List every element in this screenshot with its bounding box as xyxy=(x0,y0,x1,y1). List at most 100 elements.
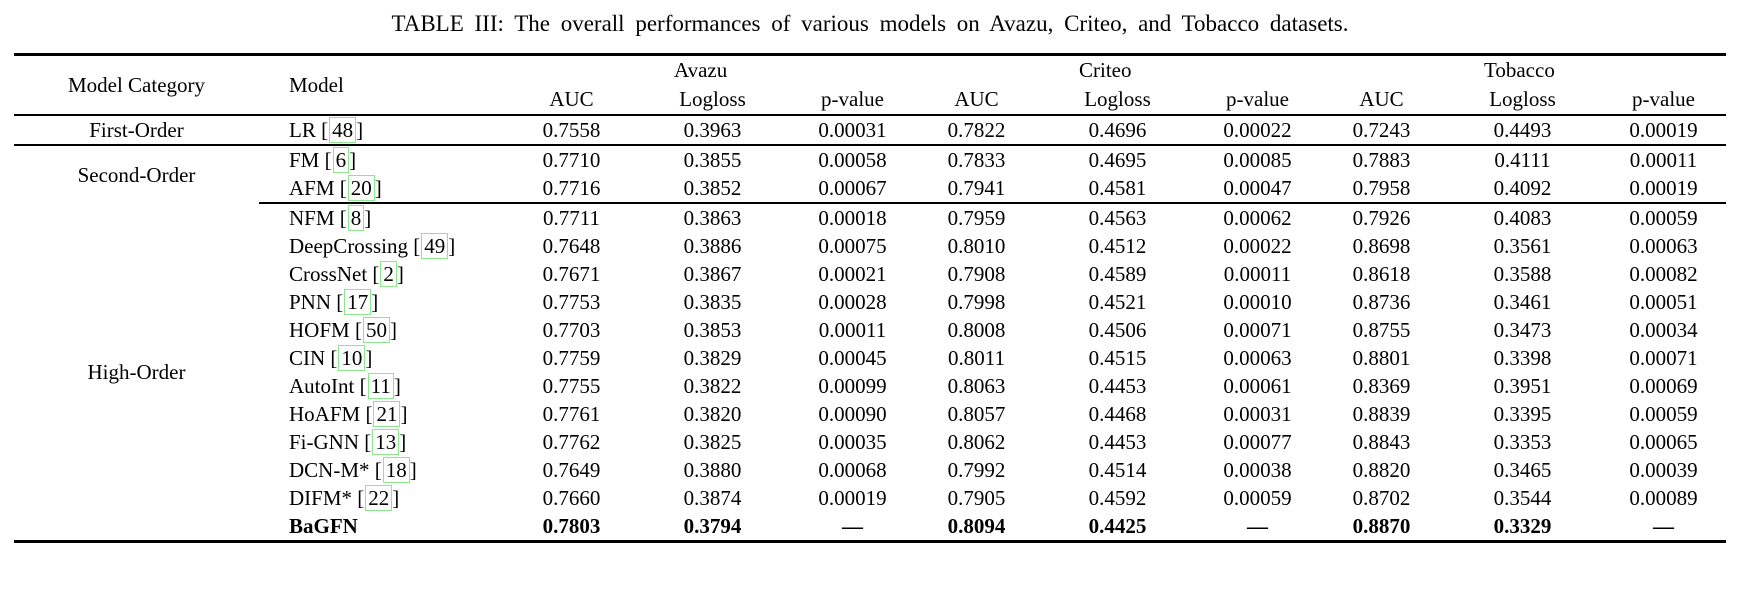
avazu-auc-cell: 0.7660 xyxy=(542,486,601,510)
model-name: HOFM xyxy=(289,318,350,342)
citation-link[interactable]: 49 xyxy=(421,233,449,259)
tobacco-logloss-cell: 0.3473 xyxy=(1493,318,1552,342)
criteo-logloss-cell: 0.4515 xyxy=(1088,346,1147,370)
tobacco-p-value-cell: 0.00019 xyxy=(1601,115,1726,146)
avazu-auc-cell: 0.7710 xyxy=(542,148,601,172)
tobacco-p-value-cell: — xyxy=(1653,514,1674,538)
tobacco-auc-cell: 0.8870 xyxy=(1352,514,1411,538)
header-metric-row: AUC Logloss p-value AUC Logloss p-value … xyxy=(14,85,1726,116)
tobacco-auc-cell: 0.8801 xyxy=(1352,346,1411,370)
citation-bracket: [ xyxy=(408,234,421,258)
avazu-auc-cell: 0.7649 xyxy=(542,458,601,482)
avazu-p-value-cell: 0.00019 xyxy=(818,486,887,510)
model-name: BaGFN xyxy=(289,514,358,538)
table-row: PNN [17] 0.7753 0.3835 0.00028 0.7998 0.4521 0… xyxy=(14,288,1726,316)
avazu-auc-cell: 0.7759 xyxy=(542,346,601,370)
citation-link[interactable]: 18 xyxy=(382,457,410,483)
model-name: AFM xyxy=(289,176,335,200)
avazu-logloss-cell: 0.3825 xyxy=(683,430,742,454)
model-name: PNN xyxy=(289,290,332,314)
avazu-p-value-cell: 0.00045 xyxy=(818,346,887,370)
tobacco-auc-cell: 0.8702 xyxy=(1352,486,1411,510)
citation-link[interactable]: 22 xyxy=(365,485,393,511)
avazu-logloss-cell: 0.3880 xyxy=(683,458,742,482)
table-row: DCN-M* [18] 0.7649 0.3880 0.00068 0.7992 0.45… xyxy=(14,456,1726,484)
avazu-logloss-cell: 0.3829 xyxy=(683,346,742,370)
header-dataset-avazu: Avazu xyxy=(674,58,728,82)
model-name: CrossNet xyxy=(289,262,368,286)
citation-link[interactable]: 13 xyxy=(372,429,400,455)
citation-link[interactable]: 20 xyxy=(347,175,375,201)
model-name-cell: DCN-M* [18] xyxy=(259,456,509,484)
citation-link[interactable]: 21 xyxy=(373,401,401,427)
tobacco-logloss-cell: 0.3588 xyxy=(1493,262,1552,286)
tobacco-auc-cell: 0.8369 xyxy=(1352,374,1411,398)
avazu-logloss-cell: 0.3822 xyxy=(683,374,742,398)
citation-link[interactable]: 8 xyxy=(347,205,365,231)
tobacco-logloss-cell: 0.3461 xyxy=(1493,290,1552,314)
model-name-cell: LR [48] xyxy=(259,115,509,146)
tobacco-auc-cell: 0.8755 xyxy=(1352,318,1411,342)
citation-link[interactable]: 2 xyxy=(380,261,397,287)
table-row: DeepCrossing [49] 0.7648 0.3886 0.00075 0.80… xyxy=(14,232,1726,260)
citation-bracket: [ xyxy=(354,374,367,398)
criteo-p-value-cell: 0.00011 xyxy=(1223,262,1292,286)
performance-table: Model Category Model Avazu Criteo Tobacc… xyxy=(14,53,1726,543)
tobacco-logloss-cell: 0.3329 xyxy=(1493,514,1552,538)
avazu-p-value-cell: 0.00075 xyxy=(818,234,887,258)
citation-bracket: ] xyxy=(448,234,456,258)
header-tobacco-pvalue: p-value xyxy=(1601,85,1726,116)
citation-bracket: [ xyxy=(369,458,382,482)
citation-bracket: [ xyxy=(334,176,347,200)
table-row: Fi-GNN [13] 0.7762 0.3825 0.00035 0.8062 0.44… xyxy=(14,428,1726,456)
avazu-logloss-cell: 0.3874 xyxy=(683,486,742,510)
avazu-auc-cell: 0.7703 xyxy=(542,318,601,342)
tobacco-p-value-cell: 0.00059 xyxy=(1629,206,1698,230)
citation-bracket: [ xyxy=(352,486,365,510)
tobacco-p-value-cell: 0.00019 xyxy=(1601,174,1726,204)
model-name: CIN xyxy=(289,346,326,370)
avazu-logloss-cell: 0.3863 xyxy=(683,206,742,230)
criteo-p-value-cell: 0.00059 xyxy=(1223,486,1292,510)
citation-bracket: [ xyxy=(334,206,347,230)
model-name: FM xyxy=(289,148,320,172)
avazu-p-value-cell: 0.00035 xyxy=(818,430,887,454)
header-spacer xyxy=(1196,55,1319,86)
citation-link[interactable]: 17 xyxy=(344,289,372,315)
citation-bracket: [ xyxy=(359,430,372,454)
tobacco-p-value-cell: 0.00011 xyxy=(1629,148,1698,172)
criteo-p-value-cell: 0.00010 xyxy=(1223,290,1292,314)
citation-bracket: ] xyxy=(364,206,372,230)
table-row: CIN [10] 0.7759 0.3829 0.00045 0.8011 0.4515 0… xyxy=(14,344,1726,372)
header-criteo-pvalue: p-value xyxy=(1196,85,1319,116)
citation-link[interactable]: 48 xyxy=(329,117,357,143)
criteo-auc-cell: 0.7905 xyxy=(947,486,1006,510)
header-model: Model xyxy=(259,54,509,116)
table-row: High-Order NFM [8] 0.7711 0.3863 0.00018 0.79… xyxy=(14,203,1726,384)
avazu-auc-cell: 0.7753 xyxy=(542,290,601,314)
citation-link[interactable]: 10 xyxy=(338,345,366,371)
tobacco-logloss-cell: 0.3353 xyxy=(1493,430,1552,454)
criteo-logloss-cell: 0.4592 xyxy=(1088,486,1147,510)
citation-link[interactable]: 11 xyxy=(367,373,394,399)
table-row: AutoInt [11] 0.7755 0.3822 0.00099 0.8063 0.4… xyxy=(14,372,1726,400)
model-name-cell: HoAFM [21] xyxy=(259,400,509,428)
avazu-auc-cell: 0.7671 xyxy=(542,262,601,286)
criteo-p-value-cell: 0.00047 xyxy=(1196,174,1319,204)
criteo-p-value-cell: 0.00022 xyxy=(1223,234,1292,258)
tobacco-p-value-cell: 0.00069 xyxy=(1629,374,1698,398)
citation-link[interactable]: 50 xyxy=(362,317,390,343)
header-criteo-logloss: Logloss xyxy=(1039,85,1196,116)
criteo-auc-cell: 0.8094 xyxy=(947,514,1006,538)
header-dataset-row: Model Category Model Avazu Criteo Tobacc… xyxy=(14,54,1726,116)
avazu-p-value-cell: — xyxy=(842,514,863,538)
criteo-auc-cell: 0.7959 xyxy=(947,206,1006,230)
table-row: HOFM [50] 0.7703 0.3853 0.00011 0.8008 0.4506… xyxy=(14,316,1726,344)
tobacco-logloss-cell: 0.3395 xyxy=(1493,402,1552,426)
criteo-logloss-cell: 0.4506 xyxy=(1088,318,1147,342)
citation-link[interactable]: 6 xyxy=(332,147,350,173)
criteo-auc-cell: 0.7908 xyxy=(947,262,1006,286)
criteo-auc-cell: 0.7992 xyxy=(947,458,1006,482)
tobacco-logloss-cell: 0.4111 xyxy=(1494,148,1551,172)
tobacco-logloss-cell: 0.3398 xyxy=(1493,346,1552,370)
